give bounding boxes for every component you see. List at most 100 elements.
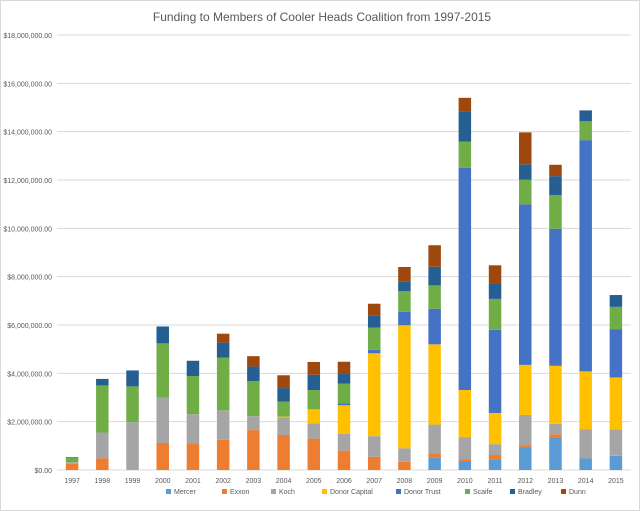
bar-segment-exxon-2002 bbox=[216, 439, 230, 470]
bar-segment-koch-2007 bbox=[367, 436, 381, 457]
bar-segment-exxon-2009 bbox=[428, 453, 441, 458]
legend-item-bradley: Bradley bbox=[510, 489, 542, 496]
bar-segment-scaife-2003 bbox=[247, 381, 260, 417]
bar-segment-exxon-2007 bbox=[367, 456, 381, 470]
bar-segment-bradley-2001 bbox=[186, 360, 200, 376]
y-tick-label: $4,000,000.00 bbox=[7, 371, 52, 378]
bar-segment-exxon-2012 bbox=[519, 445, 532, 449]
bar-segment-exxon-2010 bbox=[458, 459, 472, 462]
x-tick-label: 2004 bbox=[276, 478, 292, 485]
bar-segment-donor-trust-2006 bbox=[337, 403, 351, 406]
bar-segment-scaife-1997 bbox=[65, 457, 79, 463]
bar-segment-koch-2015 bbox=[609, 429, 623, 456]
bar-segment-bradley-2013 bbox=[549, 176, 562, 195]
bar-segment-scaife-2007 bbox=[367, 327, 381, 350]
bar-segment-donor-capital-2015 bbox=[609, 377, 623, 430]
legend-item-koch: Koch bbox=[271, 489, 295, 496]
legend-swatch bbox=[396, 489, 401, 494]
bar-segment-exxon-2005 bbox=[307, 438, 321, 470]
y-tick-label: $6,000,000.00 bbox=[7, 323, 52, 330]
bar-segment-dunn-2005 bbox=[307, 361, 321, 375]
bar-segment-scaife-2011 bbox=[488, 298, 502, 330]
bar-segment-dunn-2008 bbox=[398, 267, 411, 282]
bar-segment-koch-2003 bbox=[247, 416, 260, 431]
bar-segment-scaife-2009 bbox=[428, 285, 441, 309]
bar-segment-dunn-2011 bbox=[488, 265, 502, 284]
bar-segment-donor-capital-2008 bbox=[398, 325, 411, 449]
bar-segment-koch-2010 bbox=[458, 437, 472, 460]
bar-segment-exxon-2013 bbox=[549, 434, 562, 438]
bar-segment-koch-2002 bbox=[216, 410, 230, 440]
bar-segment-exxon-2011 bbox=[488, 455, 502, 460]
x-tick-label: 2005 bbox=[306, 478, 322, 485]
bar-segment-mercer-2013 bbox=[549, 437, 562, 470]
bar-segment-koch-2008 bbox=[398, 448, 411, 462]
bar-segment-exxon-2000 bbox=[156, 442, 169, 470]
x-tick-label: 2009 bbox=[427, 478, 443, 485]
bar-segment-koch-1998 bbox=[96, 432, 109, 459]
y-tick-label: $0.00 bbox=[34, 468, 52, 475]
bar-segment-exxon-2006 bbox=[337, 450, 351, 470]
bar-segment-dunn-2002 bbox=[216, 333, 230, 343]
bar-segment-bradley-2006 bbox=[337, 374, 351, 384]
bar-segment-exxon-2003 bbox=[247, 430, 260, 470]
bar-segment-mercer-2009 bbox=[428, 457, 441, 470]
legend-label: Donor Trust bbox=[404, 489, 441, 496]
bar-segment-bradley-2005 bbox=[307, 374, 321, 391]
bar-segment-donor-capital-2014 bbox=[579, 371, 592, 430]
x-tick-label: 2010 bbox=[457, 478, 473, 485]
bar-segment-dunn-2007 bbox=[367, 303, 381, 316]
bar-segment-koch-2005 bbox=[307, 423, 321, 439]
legend-swatch bbox=[271, 489, 276, 494]
bar-segment-scaife-2006 bbox=[337, 383, 351, 404]
bar-segment-bradley-2000 bbox=[156, 326, 169, 344]
bar-segment-donor-trust-2012 bbox=[519, 204, 532, 365]
bar-segment-mercer-2010 bbox=[458, 461, 472, 470]
bar-segment-bradley-2010 bbox=[458, 111, 472, 142]
bar-segment-donor-capital-2007 bbox=[367, 353, 381, 437]
bar-segment-mercer-2012 bbox=[519, 448, 532, 470]
y-tick-label: $14,000,000.00 bbox=[3, 130, 52, 137]
bar-segment-exxon-2004 bbox=[277, 434, 290, 470]
x-tick-label: 2008 bbox=[397, 478, 413, 485]
legend-item-mercer: Mercer bbox=[166, 489, 196, 496]
bar-segment-koch-1997 bbox=[65, 462, 79, 464]
bar-segment-koch-2009 bbox=[428, 424, 441, 454]
bar-segment-mercer-2014 bbox=[579, 458, 592, 470]
bar-segment-scaife-2010 bbox=[458, 141, 472, 168]
x-tick-label: 1997 bbox=[64, 478, 80, 485]
bar-segment-donor-trust-2009 bbox=[428, 308, 441, 345]
bar-segment-bradley-2003 bbox=[247, 366, 260, 382]
bar-segment-donor-trust-2008 bbox=[398, 311, 411, 326]
bar-segment-koch-2012 bbox=[519, 414, 532, 446]
bar-segment-koch-2013 bbox=[549, 423, 562, 435]
y-tick-label: $8,000,000.00 bbox=[7, 275, 52, 282]
bar-segment-bradley-2002 bbox=[216, 342, 230, 358]
legend-item-donor-trust: Donor Trust bbox=[396, 489, 441, 496]
legend-swatch bbox=[222, 489, 227, 494]
bar-segment-bradley-2009 bbox=[428, 266, 441, 286]
bar-segment-koch-2014 bbox=[579, 429, 592, 458]
bar-segment-koch-2001 bbox=[186, 414, 200, 444]
bar-segment-scaife-2001 bbox=[186, 375, 200, 415]
bar-segment-exxon-2008 bbox=[398, 461, 411, 470]
bar-segment-bradley-2015 bbox=[609, 295, 623, 307]
bar-segment-donor-capital-2012 bbox=[519, 364, 532, 415]
legend-swatch bbox=[510, 489, 515, 494]
bar-segment-dunn-2004 bbox=[277, 375, 290, 389]
bar-segment-donor-trust-2007 bbox=[367, 349, 381, 354]
bar-segment-bradley-2004 bbox=[277, 388, 290, 402]
x-tick-label: 2007 bbox=[366, 478, 382, 485]
bar-segment-bradley-1999 bbox=[126, 370, 139, 387]
bar-segment-donor-trust-2015 bbox=[609, 329, 623, 378]
x-tick-label: 2011 bbox=[488, 478, 503, 485]
bar-segment-exxon-2014 bbox=[579, 457, 592, 459]
legend-label: Mercer bbox=[174, 489, 196, 496]
bar-segment-bradley-2008 bbox=[398, 281, 411, 292]
bar-segment-scaife-2005 bbox=[307, 390, 321, 410]
bar-segment-donor-trust-2010 bbox=[458, 167, 472, 391]
y-tick-label: $16,000,000.00 bbox=[3, 81, 52, 88]
bar-segment-dunn-2003 bbox=[247, 356, 260, 367]
bar-segment-bradley-1998 bbox=[96, 378, 109, 386]
